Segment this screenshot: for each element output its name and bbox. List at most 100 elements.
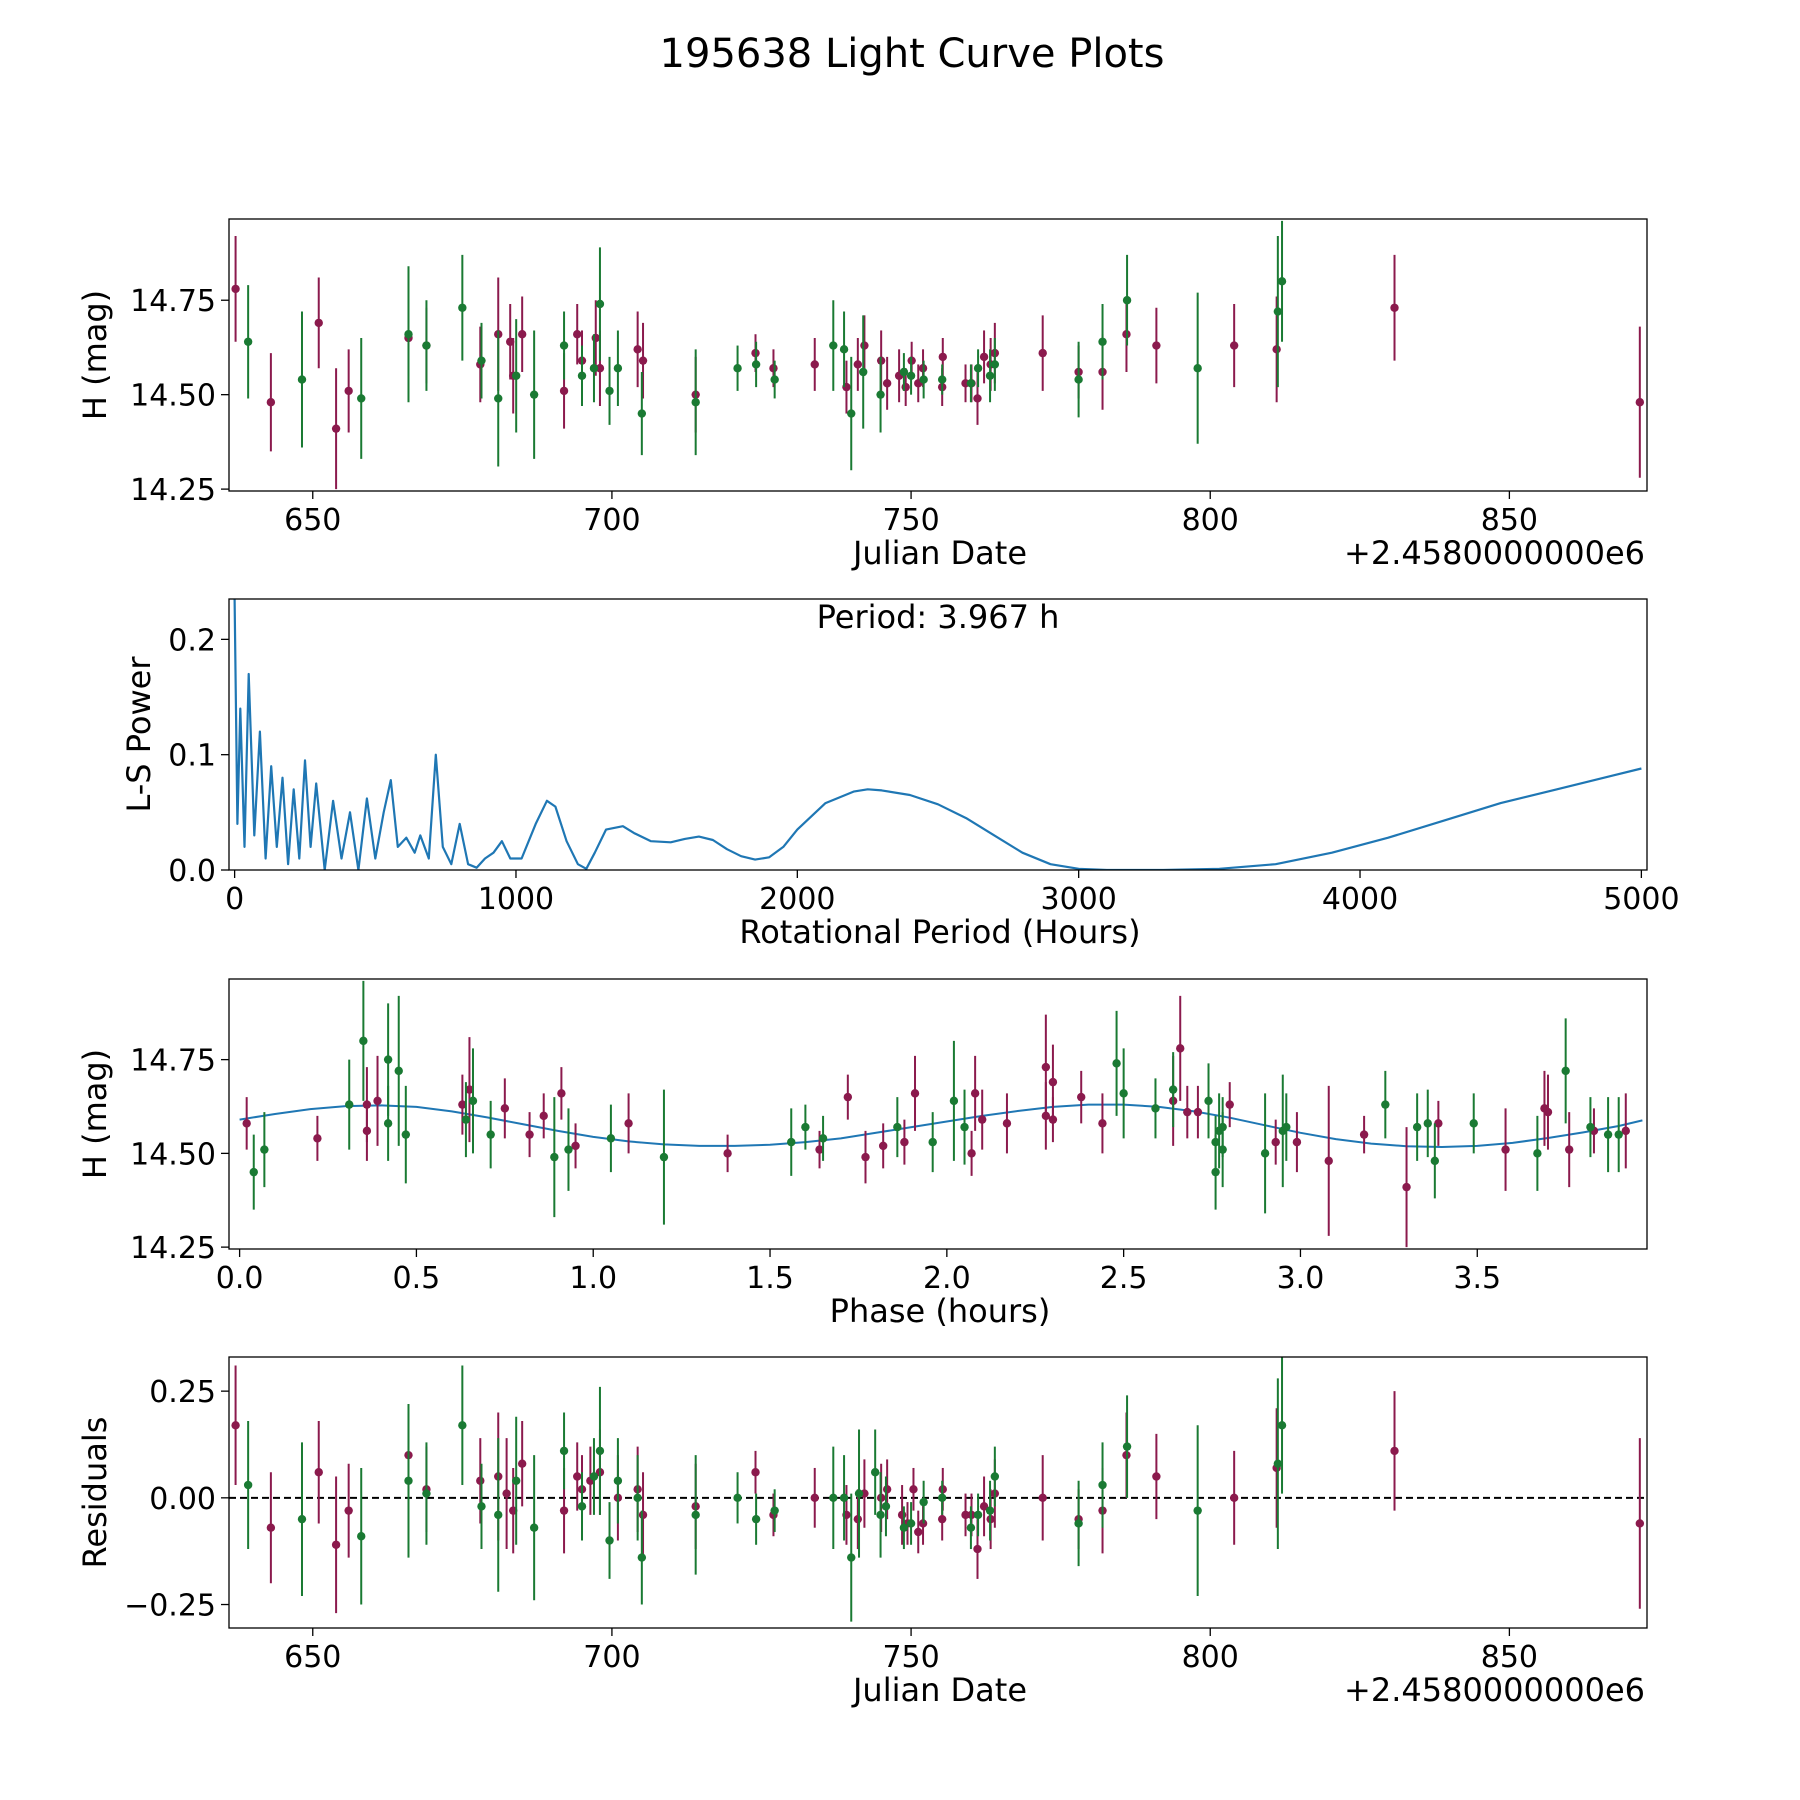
lightcurve-data-point — [906, 371, 916, 380]
phased-xtick-label: 1.5 — [746, 1261, 794, 1296]
phased-data-point — [960, 1122, 969, 1132]
phased-data-point — [525, 1130, 534, 1139]
phased-data-point — [1603, 1130, 1613, 1139]
residuals-data-point — [854, 1489, 864, 1498]
phased-data-point — [1292, 1137, 1302, 1147]
residuals-data-point — [243, 1480, 253, 1490]
residuals-data-point — [529, 1523, 539, 1532]
phased-data-point — [1077, 1092, 1086, 1102]
phased-data-point — [843, 1092, 853, 1102]
lightcurve-data-point — [1098, 337, 1107, 346]
phased-data-point — [624, 1119, 633, 1128]
periodogram-ylabel: L-S Power — [120, 656, 158, 813]
lightcurve-data-point — [573, 330, 582, 339]
residuals-ylabel: Residuals — [76, 1417, 114, 1569]
phased-xlabel: Phase (hours) — [830, 1292, 1051, 1330]
lightcurve-data-point — [829, 341, 838, 350]
phased-data-point — [1183, 1107, 1192, 1117]
phased-fit-curve — [239, 1103, 1643, 1149]
residuals-data-point — [1193, 1506, 1202, 1515]
phased-data-point — [465, 1085, 474, 1094]
lightcurve-data-point — [1152, 341, 1161, 350]
residuals-data-point — [870, 1468, 880, 1477]
lightcurve-data-point — [511, 371, 521, 380]
phased-data-point — [1381, 1100, 1390, 1109]
phased-data-point — [1533, 1149, 1542, 1158]
residuals-data-point — [899, 1523, 909, 1532]
lightcurve-data-point — [331, 424, 341, 433]
phased-data-point — [1271, 1137, 1280, 1147]
phased-data-point — [1586, 1122, 1595, 1132]
periodogram-frame — [228, 598, 1648, 871]
residuals-data-point — [1277, 1421, 1287, 1430]
lightcurve-data-point — [633, 345, 642, 354]
phased-data-point — [550, 1152, 559, 1162]
residuals-data-point — [1390, 1446, 1399, 1456]
phased-data-point — [1260, 1149, 1270, 1158]
lightcurve-data-point — [637, 409, 647, 418]
residuals-xtick-label: 650 — [284, 1640, 341, 1675]
residuals-data-point — [733, 1493, 742, 1503]
phased-data-point — [970, 1089, 980, 1098]
phased-data-point — [394, 1066, 403, 1076]
phased-data-point — [500, 1104, 510, 1113]
lightcurve-xtick-label: 750 — [882, 503, 939, 538]
periodogram-period-annotation: Period: 3.967 h — [817, 598, 1060, 636]
lightcurve-frame — [228, 218, 1648, 492]
lightcurve-data-point — [1074, 375, 1083, 384]
phased-data-point — [878, 1141, 888, 1151]
phased-data-point — [659, 1152, 669, 1162]
lightcurve-data-point — [979, 352, 989, 362]
residuals-data-point — [331, 1540, 341, 1549]
residuals-data-point — [829, 1493, 838, 1503]
residuals-xlabel: Julian Date — [851, 1671, 1027, 1709]
periodogram-xtick-label: 5000 — [1603, 882, 1679, 917]
phased-series-magenta — [242, 995, 1630, 1248]
lightcurve-data-point — [1122, 296, 1132, 305]
periodogram-xtick-label: 2000 — [759, 882, 835, 917]
phased-data-point — [1211, 1167, 1220, 1177]
residuals-data-point — [511, 1476, 521, 1485]
phased-data-point — [1561, 1066, 1570, 1076]
lightcurve-data-point — [559, 341, 569, 350]
phased-data-point — [1621, 1126, 1630, 1136]
phased-plot-area — [239, 980, 1643, 1248]
residuals-data-point — [637, 1553, 647, 1562]
lightcurve-data-point — [973, 394, 982, 403]
phased-series-green — [249, 980, 1623, 1225]
phased-data-point — [1423, 1119, 1432, 1128]
periodogram-xlabel: Rotational Period (Hours) — [739, 913, 1140, 951]
phased-data-point — [928, 1137, 937, 1147]
residuals-data-point — [691, 1510, 700, 1520]
residuals-data-point — [973, 1510, 983, 1520]
lightcurve-data-point — [937, 375, 947, 384]
residuals-ytick-label: 0.00 — [149, 1482, 216, 1517]
residuals-data-point — [937, 1514, 947, 1524]
lightcurve-data-point — [938, 352, 947, 362]
phased-data-point — [949, 1096, 959, 1106]
residuals-data-point — [1122, 1442, 1132, 1451]
lightcurve-ytick-label: 14.50 — [130, 379, 216, 414]
phased-data-point — [564, 1145, 573, 1154]
residuals-data-point — [1074, 1519, 1083, 1528]
residuals-data-point — [577, 1502, 587, 1511]
residuals-data-point — [1038, 1493, 1047, 1503]
lightcurve-data-point — [404, 330, 413, 339]
charts-group: 650 700 750 800 850 14.25 14.50 14.75 Julian Dat… — [76, 218, 1680, 1709]
lightcurve-data-point — [691, 398, 700, 407]
lightcurve-data-point — [494, 394, 503, 403]
residuals-data-point — [770, 1506, 779, 1515]
lightcurve-data-point — [638, 356, 648, 365]
phased-data-point — [1434, 1119, 1443, 1128]
lightcurve-data-point — [357, 394, 366, 403]
phased-data-point — [373, 1096, 382, 1106]
residuals-data-point — [847, 1553, 856, 1562]
residuals-data-point — [1152, 1472, 1161, 1481]
lightcurve-plot-area — [231, 220, 1645, 490]
phased-data-point — [1402, 1182, 1411, 1192]
phased-data-point — [1193, 1107, 1203, 1117]
periodogram-xtick-label: 1000 — [478, 882, 554, 917]
phased-data-point — [557, 1089, 566, 1098]
lightcurve-data-point — [231, 284, 240, 294]
